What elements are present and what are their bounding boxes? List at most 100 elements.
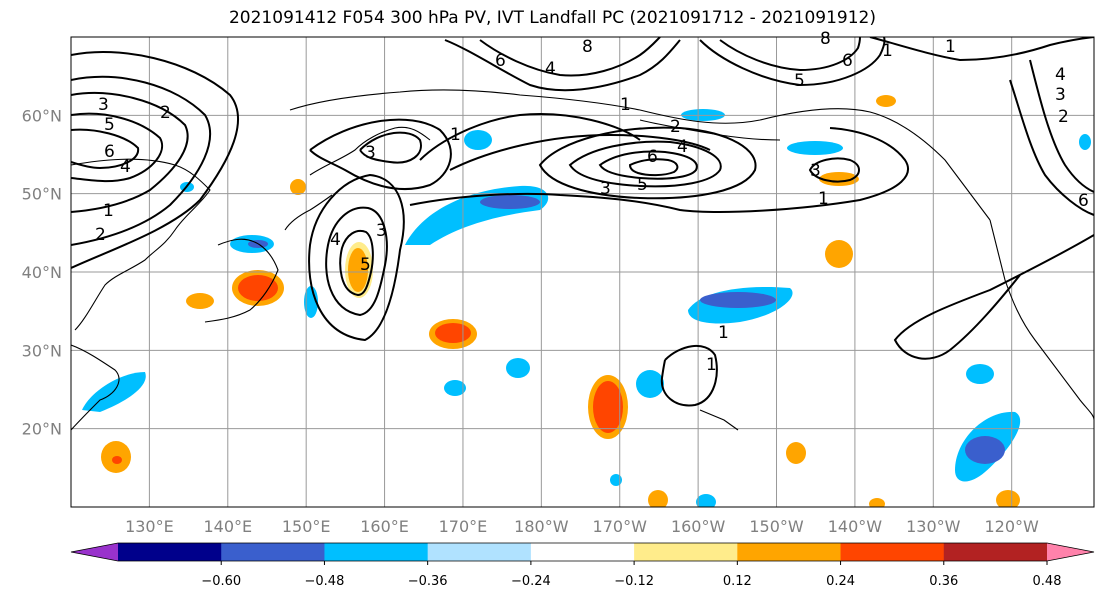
colorbar-segment [634,543,738,561]
china-coastline [71,344,120,431]
lon-tick-label: 150°W [749,517,804,536]
ivt-positive-anomaly-pacific-32n [429,319,477,349]
contour-label: 2 [160,103,171,123]
contour-label: 8 [582,37,593,57]
colorbar-segment [737,543,842,561]
contour-1-west [71,50,239,269]
ivt-negative-anomaly-baja [966,364,994,384]
lat-tick-label: 50°N [22,185,62,204]
lon-tick-label: 180°W [514,517,569,536]
ivt-positive-anomaly-japan [232,270,284,306]
ivt-negative-anomaly-canada [1079,134,1091,150]
contour-4-east [1029,59,1094,193]
colorbar-tick-label: 0.48 [1033,574,1062,589]
contour-label: 6 [1078,191,1089,211]
coastlines [71,89,1094,431]
kamchatka-coastline [309,126,431,176]
contour-label: 3 [98,95,109,115]
contour-label: 3 [376,221,387,241]
longitude-tick-labels: 130°E 140°E 150°E 160°E 170°E 180°W 170°W 160°W… [125,517,1039,536]
contour-4-low [568,140,722,188]
contour-label: 1 [945,37,956,57]
lon-tick-label: 170°W [593,517,648,536]
siberia-coastline [289,89,641,111]
colorbar-tick-label: −0.24 [511,574,551,589]
colorbar-segment [427,543,532,561]
ivt-negative-anomaly-south [696,494,716,507]
colorbar-tick-label: −0.48 [305,574,345,589]
contour-label: 8 [820,29,831,49]
lon-tick-label: 140°E [203,517,252,536]
contour-6-west [71,128,140,170]
contour-2-kamchatka [359,131,422,164]
colorbar-tick-label: −0.60 [201,574,241,589]
lat-tick-label: 30°N [22,341,62,360]
ivt-negative-anomaly-kuril [304,286,318,318]
ivt-positive-anomaly-east-of-hawaii [786,442,806,464]
ivt-negative-anomaly-gulf-of-alaska [787,141,843,155]
contour-label: 5 [104,115,115,135]
colorbar: −0.60 −0.48 −0.36 −0.24 −0.12 0.12 0.24 0.36 0.4… [70,542,1095,589]
asia-coastline [71,158,211,331]
ivt-negative-anomaly-small-1 [444,380,466,396]
lat-tick-label: 20°N [22,420,62,439]
contour-6-alaska [699,37,886,87]
chart-title: 2021091412 F054 300 hPa PV, IVT Landfall… [228,8,876,28]
ivt-positive-anomaly-sakhalin [290,179,306,195]
ivt-positive-anomaly-subtropical [588,375,628,439]
lat-tick-label: 60°N [22,106,62,125]
contour-8-north [479,37,661,77]
contour-label: 5 [637,175,648,195]
colorbar-outline [70,542,1095,562]
ivt-negative-anomaly-japan-sea [230,235,274,253]
ivt-positive-anomaly-alaska [876,95,896,107]
contour-label: 4 [677,137,688,157]
contour-label: 1 [620,95,631,115]
ivt-negative-anomaly-south-2 [610,474,622,486]
contour-label: 4 [1055,65,1066,85]
japan-coastline [204,238,279,323]
gridlines [71,37,1094,507]
ivt-positive-anomaly-south-3 [869,498,885,507]
ivt-positive-anomaly-south-1 [648,490,668,507]
lon-tick-label: 130°E [125,517,174,536]
colorbar-segment [840,543,945,561]
alaska-coastline [639,108,991,221]
contour-label: 6 [104,142,115,162]
ivt-positive-anomaly-kuril [345,242,373,298]
contour-label: 1 [103,201,114,221]
contour-label: 4 [545,59,556,79]
lon-tick-label: 120°W [985,517,1040,536]
lon-tick-label: 170°E [439,517,488,536]
contour-4-trough [325,206,388,317]
colorbar-segment [324,543,429,561]
colorbar-extend-high [1047,543,1094,561]
contour-label: 3 [810,161,821,181]
ivt-positive-anomaly-south-2 [996,490,1020,507]
contour-3-kamchatka [309,118,452,191]
contour-label: 3 [1055,85,1066,105]
contour-label: 6 [495,51,506,71]
lon-tick-label: 130°W [906,517,961,536]
hokkaido-coastline [284,194,333,231]
contour-label: 6 [842,51,853,71]
colorbar-tick-label: −0.12 [614,574,654,589]
contour-label: 2 [670,117,681,137]
pv-contours [71,37,1094,407]
contour-5-trough [339,229,374,297]
map-frame [70,36,1095,508]
north-america-coastline [989,219,1094,421]
colorbar-tick-label: 0.12 [723,574,752,589]
contour-3-gulf [808,157,860,183]
ivt-negative-anomaly-small-2 [506,358,530,378]
contour-2-west [71,75,211,246]
contour-6-low [628,158,679,177]
contour-label: 6 [647,147,658,167]
contour-3-west [71,92,189,213]
contour-label: 3 [365,143,376,163]
ivt-negative-anomaly-central-pacific [688,286,793,324]
contour-1-hawaii [660,344,718,407]
contour-label: 2 [95,225,106,245]
filled-contours [82,95,1091,507]
